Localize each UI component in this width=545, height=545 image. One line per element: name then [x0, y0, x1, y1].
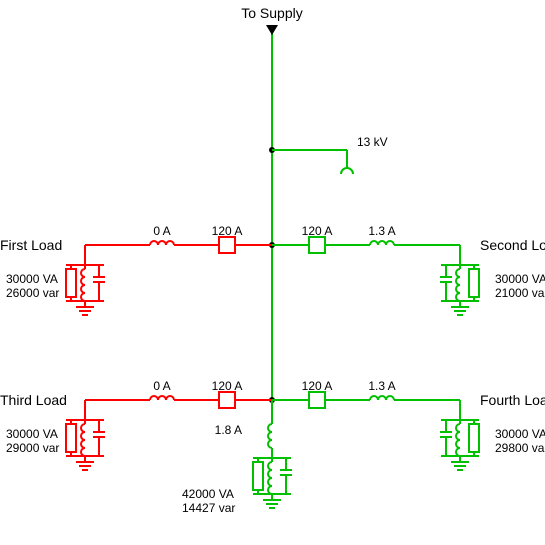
second-breaker-label: 120 A — [302, 224, 333, 238]
bottom-var: 14427 var — [182, 501, 235, 515]
first-breaker-label: 120 A — [212, 224, 243, 238]
fourth-fuse-label: 1.3 A — [368, 379, 395, 393]
fourth-breaker-label: 120 A — [302, 379, 333, 393]
third-breaker-label: 120 A — [212, 379, 243, 393]
circuit-diagram: To Supply 13 kV 0 A 120 A First Load 30000 VA… — [0, 0, 545, 545]
second-va: 30000 VA — [495, 272, 545, 286]
voltage-label: 13 kV — [357, 135, 388, 149]
third-fuse-label: 0 A — [153, 379, 170, 393]
first-var: 26000 var — [6, 286, 59, 300]
bottom-fuse-label: 1.8 A — [215, 423, 242, 437]
fourth-name: Fourth Load — [480, 392, 545, 408]
second-name: Second Load — [480, 237, 545, 253]
first-va: 30000 VA — [6, 272, 58, 286]
bottom-va: 42000 VA — [182, 487, 234, 501]
fourth-va: 30000 VA — [495, 427, 545, 441]
third-var: 29000 var — [6, 441, 59, 455]
third-va: 30000 VA — [6, 427, 58, 441]
first-fuse-label: 0 A — [153, 224, 170, 238]
second-fuse-label: 1.3 A — [368, 224, 395, 238]
title-label: To Supply — [241, 5, 302, 21]
first-name: First Load — [0, 237, 62, 253]
third-name: Third Load — [0, 392, 67, 408]
second-var: 21000 var — [495, 286, 545, 300]
fourth-var: 29800 var — [495, 441, 545, 455]
